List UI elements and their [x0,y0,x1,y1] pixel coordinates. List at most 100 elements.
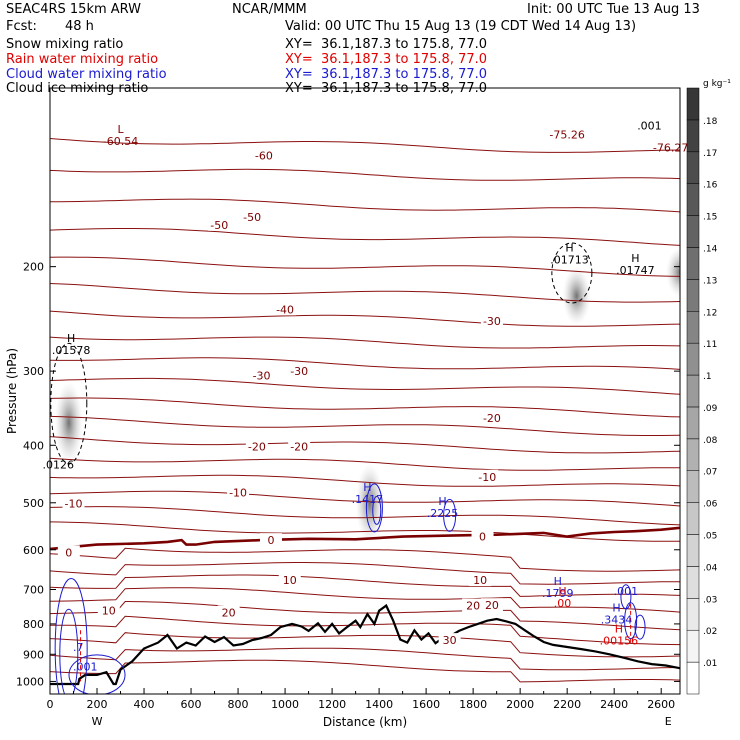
legend-swatch-11 [686,311,700,344]
y-tick-label-5: 700 [23,584,44,597]
isotherm-label-bg-11 [62,496,85,510]
field-name-cloud-water: Cloud water mixing ratio [6,67,167,82]
legend-label-2: .03 [703,595,717,605]
extremum-value-16: .00156 [600,634,639,647]
isotherm-label-1: -50 [210,219,228,232]
forecast-label: Fcst: [6,19,37,34]
extremum-marker-0: L [117,123,124,136]
legend-swatch-0 [686,661,700,695]
legend-label-15: .16 [703,181,718,191]
field-xy-rain: XY= 36.1,187.3 to 175.8, 77.0 [285,52,488,67]
isotherm-line-13 [50,457,680,471]
isotherm-label-bg-4 [250,368,273,382]
x-tick-label-2: 400 [134,698,155,711]
legend-swatch-14 [686,215,700,248]
legend-label-14: .15 [703,213,717,223]
isotherm-label-bg-9 [480,411,503,425]
legend-label-3: .04 [703,563,718,573]
init-time: Init: 00 UTC Tue 13 Aug 13 [527,2,700,17]
isotherm-label-bg-20 [462,598,485,612]
x-tick-label-0: 0 [47,698,54,711]
isotherm-label-bg-21 [480,598,503,612]
field-xy-snow: XY= 36.1,187.3 to 175.8, 77.0 [285,37,488,52]
isotherm-label-7: -20 [248,441,266,454]
isotherm-label-bg-10 [227,485,250,499]
x-tick-label-12: 2400 [600,698,628,711]
legend-swatch-2 [686,598,700,631]
extremum-value-6: .01747 [616,264,655,277]
legend-swatch-4 [686,534,700,567]
legend-label-13: .14 [703,244,718,254]
legend-label-9: .1 [703,372,712,382]
legend-swatch-13 [686,247,700,280]
legend-label-7: .08 [703,436,718,446]
legend-label-16: .17 [703,149,717,159]
center-label: NCAR/MMM [232,2,307,17]
isotherm-label-9: -20 [483,412,501,425]
x-tick-label-11: 2200 [553,698,581,711]
isotherm-label-12: -10 [478,471,496,484]
y-tick-label-3: 500 [23,497,44,510]
y-tick-label-1: 300 [23,365,44,378]
extremum-marker-5: H [565,241,573,254]
isotherm-label-bg-3 [274,302,297,316]
extremum-value-12: .3434 [601,613,633,626]
extremum-value-11: .001 [614,585,639,598]
legend-units: g kg⁻¹ [703,79,731,89]
extremum-value-3: .01578 [52,344,91,357]
extremum-value-15: .00 [554,597,572,610]
x-tick-label-1: 200 [87,698,108,711]
legend-swatch-15 [686,183,700,216]
isotherm-line-12 [50,436,680,454]
isotherm-line-24 [50,632,680,658]
cloud-water-contour-a [365,483,383,533]
isotherm-line-17 [50,521,680,542]
isotherm-line-19 [50,562,680,585]
forecast-hour: 48 h [65,19,94,34]
isotherm-label-2: -50 [243,211,261,224]
isotherm-label-10: -10 [229,486,247,499]
isotherm-label-bg-8 [288,439,311,453]
cloud-water-contour-e [624,602,638,640]
y-tick-label-7: 900 [23,648,44,661]
legend-label-0: .01 [703,659,717,669]
valid-time: Valid: 00 UTC Thu 15 Aug 13 (19 CDT Wed … [285,19,637,34]
isotherm-label-22: 30 [443,634,457,647]
isotherm-label-18: 10 [102,605,116,618]
isotherm-label-bg-12 [476,469,499,483]
legend-label-8: .09 [703,404,718,414]
legend-swatch-6 [686,470,700,503]
cloud-water-contour-b [372,495,382,525]
plot-frame [49,87,681,695]
isotherm-label-bg-22 [438,633,461,647]
isotherm-line-21 [50,587,680,613]
isotherm-label-0: -60 [255,150,273,163]
extremum-value-4: .0126 [42,458,74,471]
isotherm-line-14 [50,474,680,487]
extremum-marker-15: H [558,585,566,598]
legend-swatch-5 [686,502,700,535]
legend-swatch-1 [686,629,700,663]
isotherm-label-bg-19 [217,605,240,619]
cloud-water-contour-c [443,498,457,532]
x-tick-label-3: 600 [181,698,202,711]
y-tick-label-8: 1000 [16,675,44,688]
x-tick-label-9: 1800 [459,698,487,711]
shading-legend: .01 .02 .03 .04 .05 .06 .07 .08 .09 .1 .11 .12 .13 .1… [686,79,731,695]
east-label: E [665,715,672,728]
isotherm-label-bg-13 [259,533,282,547]
x-axis-label: Distance (km) [323,715,407,729]
isotherm-label-6: -30 [483,315,501,328]
isotherm-label-bg-2 [241,210,264,224]
isotherm-label-bg-15 [57,545,80,559]
x-tick-label-5: 1000 [271,698,299,711]
field-xy-cloud-water: XY= 36.1,187.3 to 175.8, 77.0 [285,67,488,82]
legend-label-10: .11 [703,340,717,350]
extremum-value-7: .001 [637,119,662,132]
isotherm-line-2 [50,198,680,213]
field-xy-cloud-ice: XY= 36.1,187.3 to 175.8, 77.0 [285,81,488,96]
cloud-ice-shading-2 [562,267,591,325]
legend-label-6: .07 [703,468,717,478]
extremum-value-10: .1799 [542,587,574,600]
legend-swatch-3 [686,566,700,599]
